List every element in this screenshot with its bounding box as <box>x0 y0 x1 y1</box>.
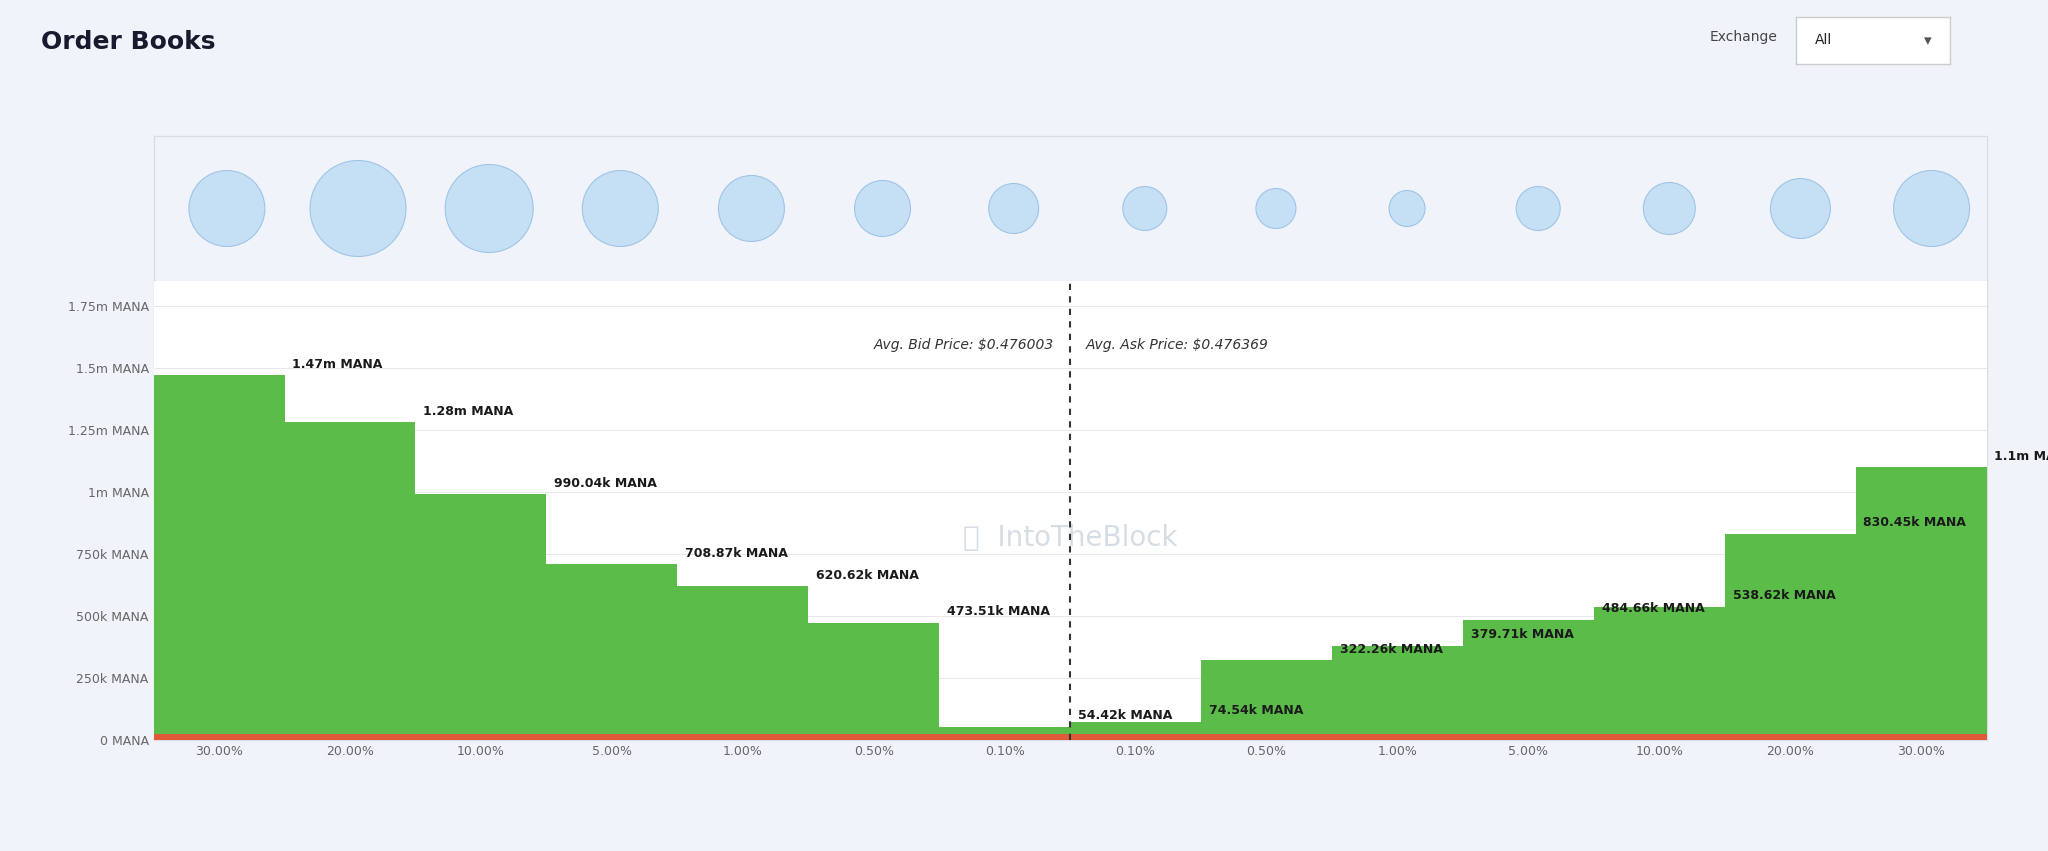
Text: 990.04k MANA: 990.04k MANA <box>555 477 657 490</box>
Bar <box>1462 620 1593 740</box>
Ellipse shape <box>989 184 1038 233</box>
Text: Avg. Bid Price: $0.476003: Avg. Bid Price: $0.476003 <box>874 338 1055 352</box>
Ellipse shape <box>1642 182 1696 235</box>
Bar <box>1200 660 1331 740</box>
Ellipse shape <box>719 175 784 242</box>
Text: 620.62k MANA: 620.62k MANA <box>815 568 920 581</box>
Ellipse shape <box>1516 186 1561 231</box>
Bar <box>285 422 416 740</box>
Bar <box>154 375 285 740</box>
Ellipse shape <box>1894 170 1970 247</box>
Text: 708.87k MANA: 708.87k MANA <box>686 546 788 560</box>
Text: Exchange: Exchange <box>1710 30 1778 43</box>
Bar <box>1069 722 1200 740</box>
Bar <box>154 734 1987 740</box>
Text: 1.47m MANA: 1.47m MANA <box>293 357 383 371</box>
Text: 1.1m MANA: 1.1m MANA <box>1995 449 2048 463</box>
Text: 484.66k MANA: 484.66k MANA <box>1602 603 1704 615</box>
Bar <box>1724 534 1855 740</box>
Text: All: All <box>1815 33 1831 48</box>
Ellipse shape <box>1389 191 1425 226</box>
Bar <box>1855 467 1987 740</box>
Bar <box>416 494 547 740</box>
Text: 322.26k MANA: 322.26k MANA <box>1339 643 1442 656</box>
Text: 830.45k MANA: 830.45k MANA <box>1864 517 1966 529</box>
Text: 1.28m MANA: 1.28m MANA <box>424 405 514 418</box>
Ellipse shape <box>309 161 406 256</box>
Ellipse shape <box>582 170 657 247</box>
Ellipse shape <box>1122 186 1167 231</box>
Ellipse shape <box>1769 179 1831 238</box>
Bar <box>1331 646 1462 740</box>
Bar <box>940 727 1069 740</box>
Ellipse shape <box>444 164 532 253</box>
Text: 473.51k MANA: 473.51k MANA <box>946 605 1051 618</box>
Text: Avg. Ask Price: $0.476369: Avg. Ask Price: $0.476369 <box>1085 338 1268 352</box>
Bar <box>809 623 940 740</box>
Text: Order Books: Order Books <box>41 30 215 54</box>
Bar <box>678 586 809 740</box>
Bar <box>547 564 678 740</box>
Ellipse shape <box>188 170 264 247</box>
Ellipse shape <box>854 180 911 237</box>
Bar <box>1593 607 1724 740</box>
Text: 538.62k MANA: 538.62k MANA <box>1733 589 1835 602</box>
Text: ▾: ▾ <box>1923 33 1931 48</box>
Text: 74.54k MANA: 74.54k MANA <box>1208 705 1303 717</box>
Text: ⧆  IntoTheBlock: ⧆ IntoTheBlock <box>963 524 1178 552</box>
Ellipse shape <box>1255 188 1296 229</box>
Text: 379.71k MANA: 379.71k MANA <box>1470 628 1573 642</box>
Text: 54.42k MANA: 54.42k MANA <box>1077 709 1171 722</box>
